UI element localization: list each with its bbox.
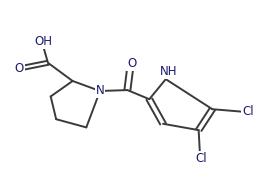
Text: Cl: Cl (196, 152, 207, 165)
Text: NH: NH (160, 65, 177, 78)
Text: N: N (96, 84, 104, 98)
Text: O: O (15, 62, 24, 75)
Text: Cl: Cl (242, 105, 254, 118)
Text: O: O (127, 57, 136, 70)
Text: OH: OH (35, 35, 53, 48)
